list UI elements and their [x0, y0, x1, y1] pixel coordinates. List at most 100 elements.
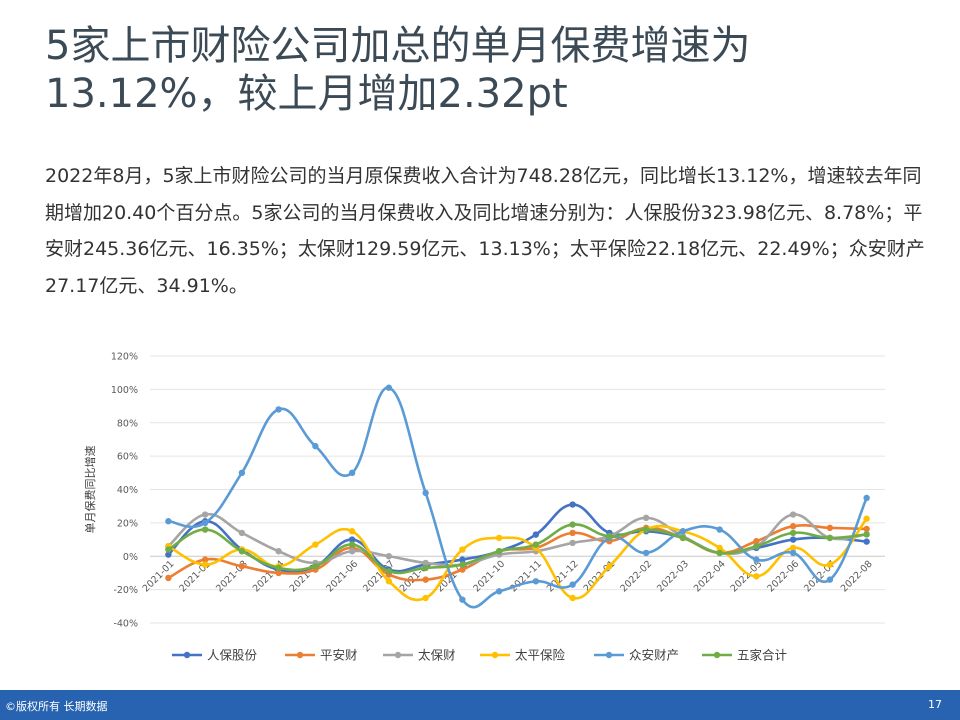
- data-point: [459, 566, 466, 573]
- legend-label: 五家合计: [737, 648, 787, 663]
- y-tick-label: -40%: [113, 619, 138, 630]
- data-point: [532, 531, 540, 538]
- data-point: [459, 596, 466, 603]
- x-tick-label: 2022-02: [618, 559, 654, 595]
- data-point: [716, 544, 723, 552]
- data-point: [275, 569, 282, 577]
- data-point: [569, 539, 576, 547]
- data-point: [826, 524, 834, 532]
- y-tick-label: 0%: [123, 552, 138, 563]
- legend-label: 人保股份: [207, 648, 258, 663]
- legend-label: 众安财产: [629, 648, 679, 663]
- data-point: [275, 564, 282, 572]
- data-point: [201, 526, 209, 533]
- series-group: [165, 384, 870, 609]
- growth-line-chart: -40% -20% 0% 20% 40% 60% 80% 100% 120% 单月保费同比增速 20…: [83, 352, 885, 663]
- data-point: [716, 549, 723, 557]
- x-tick-label: 2021-11: [508, 559, 544, 595]
- series-line: [167, 523, 868, 575]
- legend-label: 太平保险: [515, 648, 566, 663]
- legend-swatch-marker: [296, 651, 304, 659]
- data-point: [532, 541, 540, 548]
- legend-entry: 众安财产: [594, 648, 679, 663]
- legend-swatch-marker: [605, 651, 613, 659]
- data-point: [863, 531, 870, 538]
- data-point: [826, 534, 834, 542]
- legend-entry: 五家合计: [702, 648, 787, 663]
- data-point: [312, 541, 319, 548]
- data-point: [753, 543, 760, 550]
- page-number: 17: [928, 698, 942, 711]
- data-point: [422, 564, 429, 572]
- data-point: [789, 549, 797, 557]
- data-point: [385, 568, 393, 575]
- data-point: [789, 544, 797, 552]
- legend-entry: 人保股份: [172, 648, 258, 663]
- data-point: [679, 528, 687, 535]
- data-point: [863, 525, 870, 533]
- data-point: [495, 534, 503, 542]
- data-point: [606, 533, 613, 540]
- y-tick-label: 20%: [117, 518, 138, 529]
- y-tick-label: 120%: [111, 352, 138, 363]
- footer-bar: ©版权所有 长期数据 17: [0, 690, 960, 720]
- legend-entry: 太平保险: [480, 648, 566, 663]
- data-point: [789, 536, 797, 543]
- data-point: [422, 489, 429, 497]
- data-point: [753, 538, 760, 545]
- legend-swatch-marker: [394, 651, 402, 659]
- data-point: [569, 521, 576, 528]
- data-point: [165, 551, 172, 558]
- data-point: [348, 469, 356, 477]
- data-point: [679, 534, 687, 542]
- data-point: [348, 548, 356, 555]
- y-tick-label: 40%: [117, 485, 138, 496]
- data-point: [569, 581, 576, 588]
- x-tick-label: 2021-06: [324, 559, 360, 595]
- data-point: [275, 406, 282, 413]
- x-tick-label: 2022-06: [765, 559, 801, 595]
- data-point: [789, 511, 797, 518]
- data-point: [826, 576, 834, 583]
- data-point: [312, 442, 319, 450]
- data-point: [863, 515, 870, 522]
- summary-paragraph: 2022年8月，5家上市财险公司的当月原保费收入合计为748.28亿元，同比增长…: [45, 165, 925, 297]
- y-axis-label: 单月保费同比增速: [83, 446, 97, 534]
- data-point: [165, 546, 172, 553]
- data-point: [348, 536, 356, 543]
- x-tick-label: 2022-03: [655, 559, 691, 595]
- legend-label: 太保财: [418, 648, 456, 663]
- y-tick-label: -20%: [113, 585, 138, 596]
- legend-entry: 太保财: [383, 648, 456, 663]
- data-point: [312, 563, 319, 570]
- data-point: [348, 541, 356, 548]
- data-point: [863, 494, 870, 502]
- data-point: [532, 578, 540, 585]
- data-point: [642, 526, 650, 533]
- data-point: [569, 529, 576, 537]
- data-point: [606, 563, 613, 570]
- data-point: [238, 563, 246, 570]
- data-point: [165, 518, 172, 525]
- data-point: [495, 548, 503, 555]
- data-point: [201, 511, 209, 518]
- x-tick-label: 2022-04: [692, 559, 728, 595]
- slide-title: 5家上市财险公司加总的单月保费增速为13.12%，较上月增加2.32pt: [45, 23, 751, 117]
- legend-swatch-marker: [491, 651, 499, 659]
- data-point: [569, 501, 576, 508]
- data-point: [422, 594, 429, 602]
- data-point: [753, 573, 760, 580]
- data-point: [201, 519, 209, 527]
- data-point: [385, 578, 393, 585]
- x-tick-label: 2022-08: [839, 559, 875, 595]
- data-point: [789, 523, 797, 530]
- data-point: [459, 556, 466, 563]
- legend-swatch-marker: [713, 651, 721, 659]
- data-point: [753, 556, 760, 563]
- y-tick-label: 60%: [117, 452, 138, 463]
- legend-entry: 平安财: [285, 648, 358, 663]
- series-group: [165, 521, 870, 575]
- legend-label: 平安财: [320, 648, 358, 663]
- series-line: [167, 517, 868, 602]
- data-point: [165, 574, 172, 582]
